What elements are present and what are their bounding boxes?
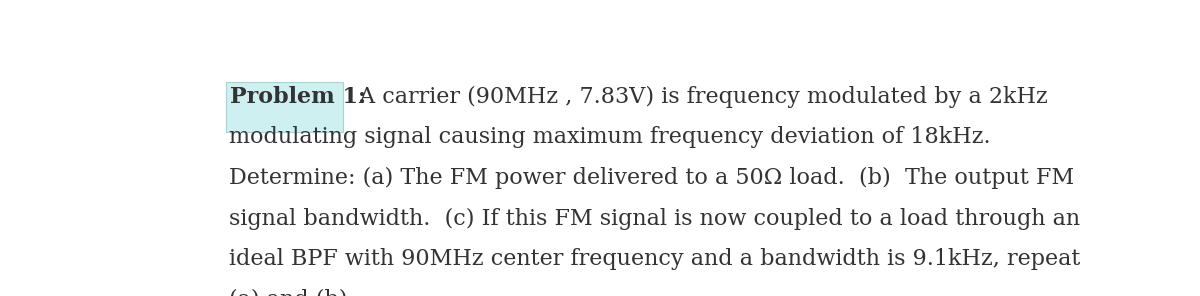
Text: signal bandwidth.  (c) If this FM signal is now coupled to a load through an: signal bandwidth. (c) If this FM signal …: [229, 207, 1080, 230]
Text: modulating signal causing maximum frequency deviation of 18kHz.: modulating signal causing maximum freque…: [229, 126, 991, 148]
FancyBboxPatch shape: [227, 82, 342, 132]
Text: Problem 1:: Problem 1:: [230, 86, 366, 108]
Text: Determine: (a) The FM power delivered to a 50Ω load.  (b)  The output FM: Determine: (a) The FM power delivered to…: [229, 167, 1074, 189]
Text: (a) and (b).: (a) and (b).: [229, 289, 355, 296]
Text: A carrier (90MHz , 7.83V) is frequency modulated by a 2kHz: A carrier (90MHz , 7.83V) is frequency m…: [352, 86, 1048, 108]
Text: ideal BPF with 90MHz center frequency and a bandwidth is 9.1kHz, repeat: ideal BPF with 90MHz center frequency an…: [229, 248, 1080, 270]
